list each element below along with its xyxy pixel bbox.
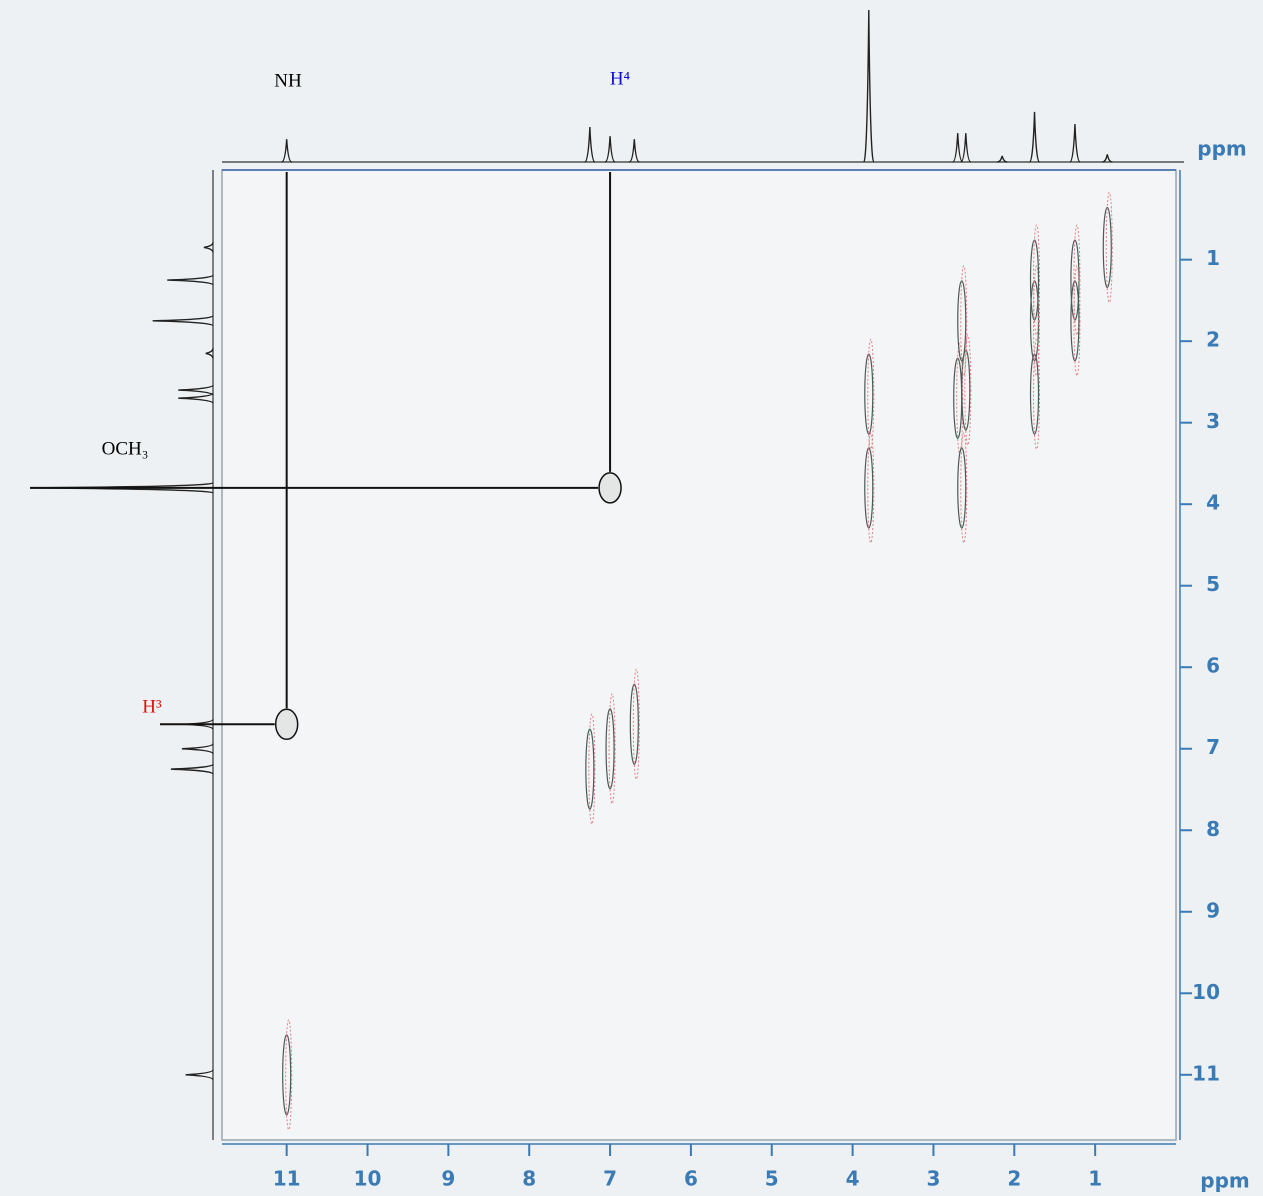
x-axis-label: ppm [1200,1169,1249,1193]
x-tick-label: 10 [354,1167,382,1191]
cross-peak-neg [1105,191,1113,303]
y-tick-label: 8 [1206,817,1220,841]
cross-peak-neg [285,1019,293,1131]
cross-peak-neg [964,334,972,446]
cross-peak-neg [632,668,640,780]
top-peak [997,155,1008,163]
y-tick-label: 3 [1206,409,1220,433]
x-tick-label: 1 [1088,1167,1102,1191]
x-tick-label: 8 [522,1167,536,1191]
cross-peak [864,447,874,529]
cross-peak [629,683,639,765]
top-peak [952,133,964,163]
cross-peak [957,447,967,529]
left-peak [181,743,214,755]
left-peak [178,392,214,404]
top-peak [1102,154,1113,163]
cross-peak [585,728,595,810]
y-tick-label: 6 [1206,654,1220,678]
left-peak [152,315,214,327]
top-peak [1028,111,1041,163]
top-peak [629,139,640,163]
x-tick-label: 3 [926,1167,940,1191]
y-tick-label: 4 [1206,491,1220,515]
top-peak [863,9,875,163]
annotation: H³ [142,696,162,717]
x-tick-label: 4 [846,1167,860,1191]
cross-peak-neg [960,265,968,377]
y-axis-label: ppm [1197,137,1246,161]
top-peak [960,133,972,163]
annotation: OCH₃ [102,438,149,459]
top-peak [281,139,292,163]
cross-peak [1029,353,1040,435]
cross-peak-neg [867,338,875,450]
left-peak [167,274,214,286]
x-tick-label: 2 [1007,1167,1021,1191]
cross-peak [282,1034,292,1116]
y-tick-label: 1 [1206,246,1220,270]
cross-peak-neg [1033,224,1041,336]
y-tick-label: 2 [1206,328,1220,352]
cross-peak-neg [1073,265,1081,377]
cross-peak-neg [1033,338,1041,450]
y-tick-label: 10 [1192,980,1220,1004]
cross-peak [1070,280,1080,362]
cross-peak [1029,239,1040,321]
y-tick-label: 11 [1192,1061,1220,1085]
cross-peak [864,353,874,435]
left-peak [170,763,214,775]
top-peak [604,136,616,163]
cross-peak-neg [608,693,616,805]
cross-peak-neg [588,713,596,825]
cross-peak-neg [960,432,968,544]
x-tick-label: 6 [684,1167,698,1191]
y-tick-label: 9 [1206,898,1220,922]
left-peak [205,348,214,359]
cross-peak [1102,206,1112,289]
cross-peak [957,280,967,362]
y-tick-label: 7 [1206,735,1220,759]
cross-peak-neg [1073,224,1081,336]
annotation: H⁴ [610,68,631,89]
cross-peak-neg [867,432,875,544]
x-tick-label: 11 [273,1167,301,1191]
left-peak [185,1069,214,1081]
left-peak [203,242,214,253]
y-tick-label: 5 [1206,572,1220,596]
top-peak [584,127,596,163]
correlation-peak [274,708,299,741]
cross-peak [605,708,615,790]
x-tick-label: 7 [603,1167,617,1191]
x-tick-label: 5 [765,1167,779,1191]
annotation: NH [274,70,302,91]
correlation-peak [598,472,622,504]
cross-peak-neg [1033,265,1041,377]
cross-peak-neg [956,342,964,454]
plot-frame [221,169,1177,1141]
x-tick-label: 9 [441,1167,455,1191]
top-peak [1069,123,1081,163]
left-peak [178,384,214,396]
